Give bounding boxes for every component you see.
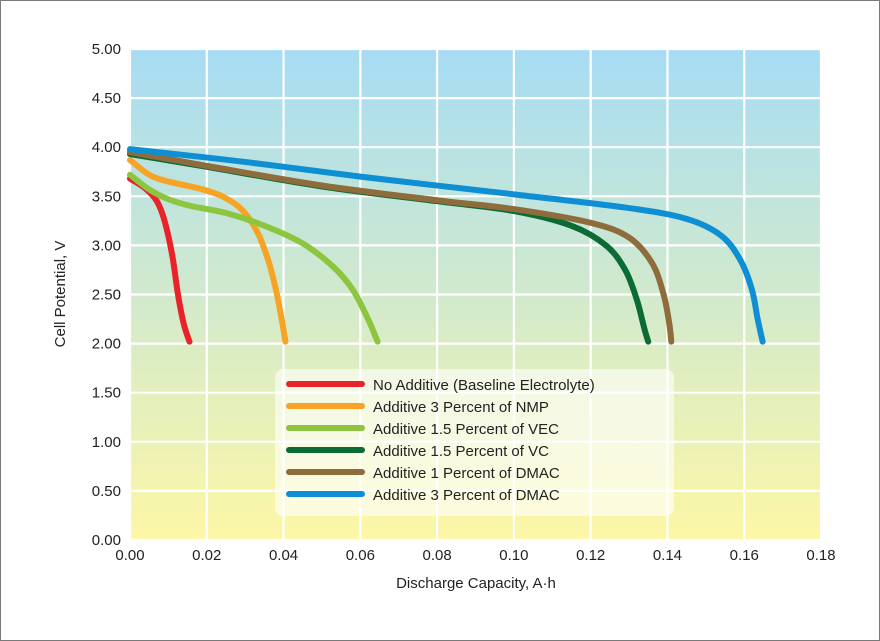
x-tick-label: 0.16 xyxy=(730,547,759,564)
series-line-2 xyxy=(127,156,289,345)
legend-label: No Additive (Baseline Electrolyte) xyxy=(373,377,595,394)
y-tick-label: 2.50 xyxy=(92,287,121,304)
y-tick-label: 0.00 xyxy=(92,532,121,549)
y-tick-labels: 0.00 0.50 1.00 1.50 2.00 2.50 3.00 3.50 4.00 4.50… xyxy=(92,41,121,549)
y-tick-label: 1.50 xyxy=(92,385,121,402)
series-lines xyxy=(127,146,766,345)
x-tick-label: 0.02 xyxy=(192,547,221,564)
x-tick-labels: 0.00 0.02 0.04 0.06 0.08 0.10 0.12 0.14 0.16 0.18 xyxy=(115,547,835,564)
series-line-5 xyxy=(127,149,675,345)
legend-box xyxy=(275,369,674,516)
x-tick-label: 0.06 xyxy=(346,547,375,564)
x-tick-label: 0.00 xyxy=(115,547,144,564)
x-tick-label: 0.12 xyxy=(576,547,605,564)
legend-label: Additive 1 Percent of DMAC xyxy=(373,465,560,482)
y-tick-label: 5.00 xyxy=(92,41,121,58)
y-tick-label: 4.50 xyxy=(92,90,121,107)
y-tick-label: 2.00 xyxy=(92,336,121,353)
x-tick-label: 0.18 xyxy=(806,547,835,564)
legend-label: Additive 3 Percent of NMP xyxy=(373,399,549,416)
series-line-3 xyxy=(127,171,381,345)
grid-lines xyxy=(128,47,823,542)
y-tick-label: 4.00 xyxy=(92,139,121,156)
series-line-6 xyxy=(127,146,766,345)
legend: No Additive (Baseline Electrolyte) Additi… xyxy=(275,369,674,516)
y-tick-label: 3.50 xyxy=(92,188,121,205)
x-axis-title: Discharge Capacity, A·h xyxy=(396,575,556,592)
y-tick-label: 0.50 xyxy=(92,483,121,500)
legend-label: Additive 1.5 Percent of VC xyxy=(373,443,549,460)
y-tick-label: 3.00 xyxy=(92,237,121,254)
y-tick-label: 1.00 xyxy=(92,434,121,451)
legend-label: Additive 3 Percent of DMAC xyxy=(373,487,560,504)
x-tick-label: 0.10 xyxy=(499,547,528,564)
x-tick-label: 0.08 xyxy=(423,547,452,564)
x-tick-label: 0.14 xyxy=(653,547,682,564)
legend-label: Additive 1.5 Percent of VEC xyxy=(373,421,559,438)
x-tick-label: 0.04 xyxy=(269,547,298,564)
y-axis-title: Cell Potential, V xyxy=(52,241,69,348)
